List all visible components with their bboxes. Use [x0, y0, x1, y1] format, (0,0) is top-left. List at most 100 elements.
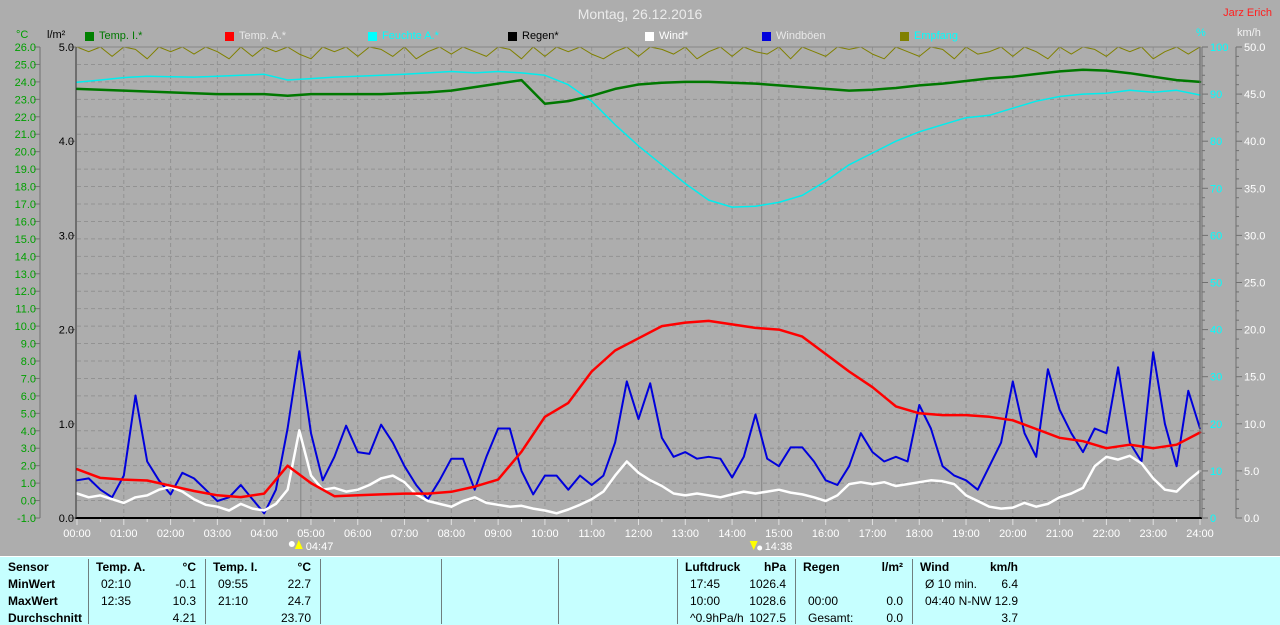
wind-axis-label: 5.0: [1244, 466, 1259, 478]
table-value-wind-r1: 6.4: [1001, 577, 1018, 591]
humidity-axis-label: 20: [1210, 419, 1222, 431]
humidity-axis-label: 10: [1210, 466, 1222, 478]
rain-axis-label: 2.0: [59, 325, 74, 337]
legend-swatch-icon: [225, 32, 234, 41]
x-axis-label: 11:00: [578, 528, 605, 540]
wind-axis-label: 0.0: [1244, 513, 1259, 525]
table-cell-temp-i-r1: 09:55: [218, 577, 249, 591]
humidity-axis-label: 100: [1210, 42, 1228, 54]
temp-axis-label: 18.0: [15, 182, 36, 194]
table-cell-wind-r2: 04:40: [925, 594, 956, 608]
table-separator: [795, 559, 796, 624]
legend-label: Empfang: [914, 30, 959, 42]
temp-axis-label: 23.0: [15, 94, 36, 106]
table-cell-temp-i-r0: Temp. I.: [213, 560, 258, 574]
temp-axis-label: 3.0: [21, 443, 36, 455]
temp-axis-label: 7.0: [21, 373, 36, 385]
table-cell-temp-a-r0: Temp. A.: [96, 560, 146, 574]
sunrise-time: 04:47: [306, 541, 334, 553]
legend-swatch-icon: [508, 32, 517, 41]
table-cell-luftdruck-r1: 17:45: [690, 577, 721, 591]
x-axis-label: 07:00: [391, 528, 419, 540]
table-value-temp-a-r1: -0.1: [175, 577, 196, 591]
sunset-arrow-icon: [749, 541, 758, 550]
table-value-wind-r3: 3.7: [1001, 611, 1018, 625]
table-cell-temp-a-r1: 02:10: [101, 577, 132, 591]
table-value-luftdruck-r3: 1027.5: [749, 611, 786, 625]
legend-swatch-icon: [645, 32, 654, 41]
table-value-luftdruck-r1: 1026.4: [749, 577, 786, 591]
table-value-regen-r0: l/m²: [881, 560, 903, 574]
temp-axis-unit: °C: [16, 29, 29, 41]
legend-label: Feuchte A.*: [382, 30, 439, 42]
temp-axis-label: 22.0: [15, 112, 36, 124]
legend-swatch-icon: [85, 32, 94, 41]
wind-axis-label: 25.0: [1244, 278, 1265, 290]
legend-swatch-icon: [900, 32, 909, 41]
table-value-temp-i-r0: °C: [297, 560, 311, 574]
legend-swatch-icon: [368, 32, 377, 41]
wind-axis-label: 10.0: [1244, 419, 1265, 431]
temp-axis-label: 6.0: [21, 391, 36, 403]
x-axis-label: 10:00: [531, 528, 559, 540]
table-separator: [320, 559, 321, 624]
rain-axis-label: 1.0: [59, 419, 74, 431]
temp-axis-label: 1.0: [21, 478, 36, 490]
temp-axis-label: 8.0: [21, 356, 36, 368]
legend-label: Temp. I.*: [99, 30, 143, 42]
temp-axis-label: 21.0: [15, 129, 36, 141]
temp-axis-label: -1.0: [17, 513, 36, 525]
rain-axis-label: 3.0: [59, 230, 74, 242]
temp-axis-label: 0.0: [21, 496, 36, 508]
page-title: Montag, 26.12.2016: [577, 6, 703, 22]
table-value-temp-a-r0: °C: [182, 560, 196, 574]
weather-chart: 26.0 25.0 24.0 23.0 22.0 21.0 20.0 19.0 18.0 17.0…: [15, 42, 1266, 553]
temp-axis-label: 15.0: [15, 234, 36, 246]
temp-axis-label: 4.0: [21, 426, 36, 438]
temp-axis-label: 25.0: [15, 59, 36, 71]
x-axis-label: 23:00: [1139, 528, 1167, 540]
table-cell-regen-r0: Regen: [803, 560, 840, 574]
x-axis-label: 22:00: [1093, 528, 1121, 540]
table-value-luftdruck-r0: hPa: [763, 560, 786, 574]
wind-axis-label: 50.0: [1244, 42, 1265, 54]
stats-table: Sensor MinWert MaxWert Durchschnitt Temp. A.…: [0, 556, 1280, 625]
wind-axis-unit: km/h: [1237, 27, 1261, 39]
humidity-axis-unit: %: [1196, 27, 1206, 39]
table-cell-luftdruck-r0: Luftdruck: [685, 560, 741, 574]
table-value-regen-r2: 0.0: [886, 594, 903, 608]
x-axis-label: 06:00: [344, 528, 372, 540]
x-axis-label: 16:00: [812, 528, 840, 540]
wind-axis-label: 30.0: [1244, 230, 1265, 242]
table-cell-row-labels-r2: MaxWert: [8, 594, 58, 608]
humidity-axis-label: 90: [1210, 89, 1222, 101]
x-axis-label: 20:00: [999, 528, 1027, 540]
series-temp-a-: [75, 319, 1202, 499]
temp-axis-label: 16.0: [15, 216, 36, 228]
rain-axis-unit: l/m²: [47, 29, 66, 41]
table-separator: [558, 559, 559, 624]
table-cell-temp-i-r2: 21:10: [218, 594, 249, 608]
temp-axis-label: 17.0: [15, 199, 36, 211]
legend-swatch-icon: [762, 32, 771, 41]
series-feuchte-a-: [76, 70, 1201, 208]
table-cell-temp-a-r2: 12:35: [101, 594, 132, 608]
table-value-luftdruck-r2: 1028.6: [749, 594, 786, 608]
x-axis-label: 04:00: [250, 528, 278, 540]
table-separator: [912, 559, 913, 624]
temp-axis-label: 14.0: [15, 251, 36, 263]
temp-axis-label: 20.0: [15, 147, 36, 159]
legend-label: Windböen: [776, 30, 826, 42]
humidity-axis-label: 60: [1210, 230, 1222, 242]
table-cell-regen-r2: 00:00: [808, 594, 839, 608]
wind-axis-label: 45.0: [1244, 89, 1265, 101]
x-axis-label: 17:00: [859, 528, 887, 540]
temp-axis-label: 24.0: [15, 77, 36, 89]
humidity-axis-label: 0: [1210, 513, 1216, 525]
table-value-temp-i-r3: 23.70: [280, 611, 311, 625]
table-value-wind-r0: km/h: [989, 560, 1018, 574]
station-name: Jarz Erich: [1223, 7, 1272, 19]
x-axis-label: 02:00: [157, 528, 185, 540]
humidity-axis-label: 30: [1210, 372, 1222, 384]
